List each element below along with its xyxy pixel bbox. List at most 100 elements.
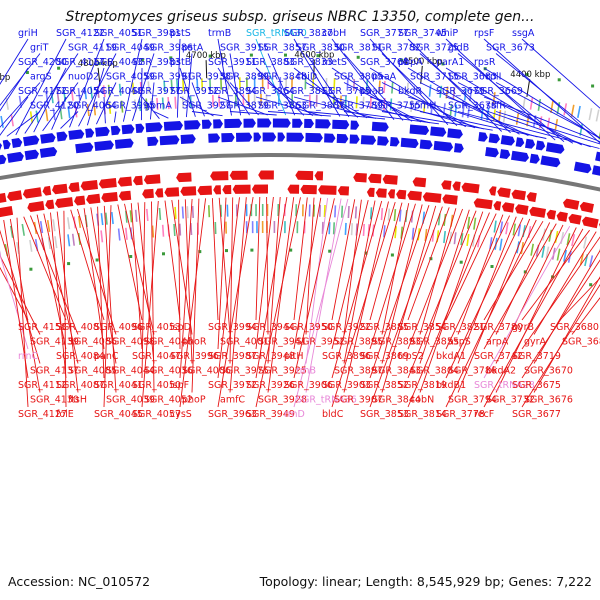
category-bar (443, 231, 446, 244)
category-bar (577, 105, 581, 118)
leader-line (185, 53, 193, 118)
gene-label: SGR_4001 (220, 337, 269, 348)
gene-label: SGR_3927 (182, 101, 231, 112)
gene-label: ftsH (68, 395, 87, 406)
category-bar (355, 96, 358, 109)
category-bar (460, 233, 464, 246)
feature-marker (459, 260, 463, 264)
plus-gene-arrow (488, 133, 500, 144)
leader-line (495, 227, 577, 393)
category-bar (595, 109, 600, 122)
gene-label: SGR_4137 (30, 366, 79, 377)
plus-gene-arrow (135, 123, 145, 133)
leader-line (179, 198, 193, 379)
plus-gene-labels: griHgriTSGR_4200argSSGR_4172SGR_4120SGR_… (18, 28, 535, 112)
category-bar (380, 208, 384, 221)
category-bar (389, 98, 393, 111)
minus-gene-arrow (318, 185, 337, 195)
category-bar (522, 96, 526, 109)
gene-label: SGR_3977 (132, 86, 181, 97)
gene-label: SGR_3987 (208, 351, 257, 362)
gene-label: SGR_3885 (360, 322, 409, 333)
gene-label: SGR_3807 (296, 101, 345, 112)
feature-marker (249, 53, 253, 57)
gene-label: SGR_3813 (284, 86, 333, 97)
category-bar (383, 225, 386, 238)
leader-line (369, 206, 443, 408)
minus-gene-arrow (300, 184, 317, 195)
minus-gene-arrow (387, 189, 396, 199)
gene-label: pstS (170, 28, 191, 39)
category-bar (173, 223, 176, 237)
feature-marker (95, 258, 99, 262)
category-bar (499, 238, 503, 251)
gene-label: ispF (170, 380, 189, 391)
plus-gene-arrow (433, 140, 454, 152)
minus-gene-arrow (412, 177, 427, 188)
category-bar (461, 105, 465, 118)
minus-gene-arrow (222, 185, 232, 195)
leader-line (495, 222, 551, 335)
category-bar (424, 228, 428, 242)
leader-line (419, 209, 470, 364)
leader-line (184, 199, 193, 364)
category-bar (571, 234, 576, 247)
leader-line (267, 53, 296, 116)
gene-label: SGR_4122 (56, 28, 105, 39)
category-bar (151, 225, 155, 238)
gene-label: pstA (182, 43, 204, 54)
plus-gene-arrow (592, 165, 600, 176)
gene-label: SGR_4086 (68, 337, 117, 348)
plus-gene-arrow (24, 149, 39, 161)
category-bar (430, 101, 434, 114)
leader-line (343, 53, 404, 121)
gene-label: SGR_3879 (220, 101, 269, 112)
gene-label: SGR_3906 (284, 380, 333, 391)
leader-line (229, 197, 247, 393)
gene-label: SGR_3676 (524, 395, 573, 406)
category-bar (10, 114, 14, 127)
gene-label: SGR_3911 (208, 57, 257, 68)
plus-gene-arrow (595, 151, 600, 162)
plus-gene-arrow (253, 132, 262, 142)
gene-label: SGR_4130 (30, 395, 79, 406)
category-bar (170, 79, 173, 92)
leader-line (117, 204, 143, 321)
minus-gene-arrow (489, 186, 497, 196)
leader-line (211, 198, 219, 321)
category-bar (328, 222, 331, 235)
kbp-tick-label: 4400 kbp (510, 70, 550, 80)
minus-gene-arrow (287, 184, 300, 194)
gene-label: cobH (322, 28, 346, 39)
leader-line (445, 67, 574, 144)
gene-label: SGR_4087 (56, 380, 105, 391)
category-bar (566, 233, 571, 246)
category-bar (399, 209, 402, 222)
category-bar (486, 108, 490, 121)
gene-label: cbiD (296, 72, 317, 83)
gene-label: gidB (448, 43, 469, 54)
gene-label: arpA (486, 337, 509, 348)
leader-line (267, 196, 281, 364)
leader-line (217, 197, 227, 350)
gene-label: SGR_3949 (246, 409, 295, 420)
plus-gene-arrow (478, 132, 488, 142)
gene-label: SGR_3715 (410, 72, 459, 83)
leader-line (255, 196, 274, 350)
gene-label: folE (56, 409, 74, 420)
category-bar (186, 206, 189, 219)
plus-gene-arrow (349, 134, 360, 144)
gene-label: griT (30, 43, 49, 54)
leader-line (369, 38, 449, 126)
category-bar (556, 102, 561, 115)
category-bar (355, 223, 358, 236)
category-bar (588, 108, 593, 121)
plus-gene-arrow (419, 139, 433, 150)
leader-line (179, 96, 214, 117)
category-bar (526, 114, 530, 127)
category-bar (29, 239, 33, 252)
category-bar (178, 223, 182, 236)
gene-label: rplI (486, 72, 501, 83)
